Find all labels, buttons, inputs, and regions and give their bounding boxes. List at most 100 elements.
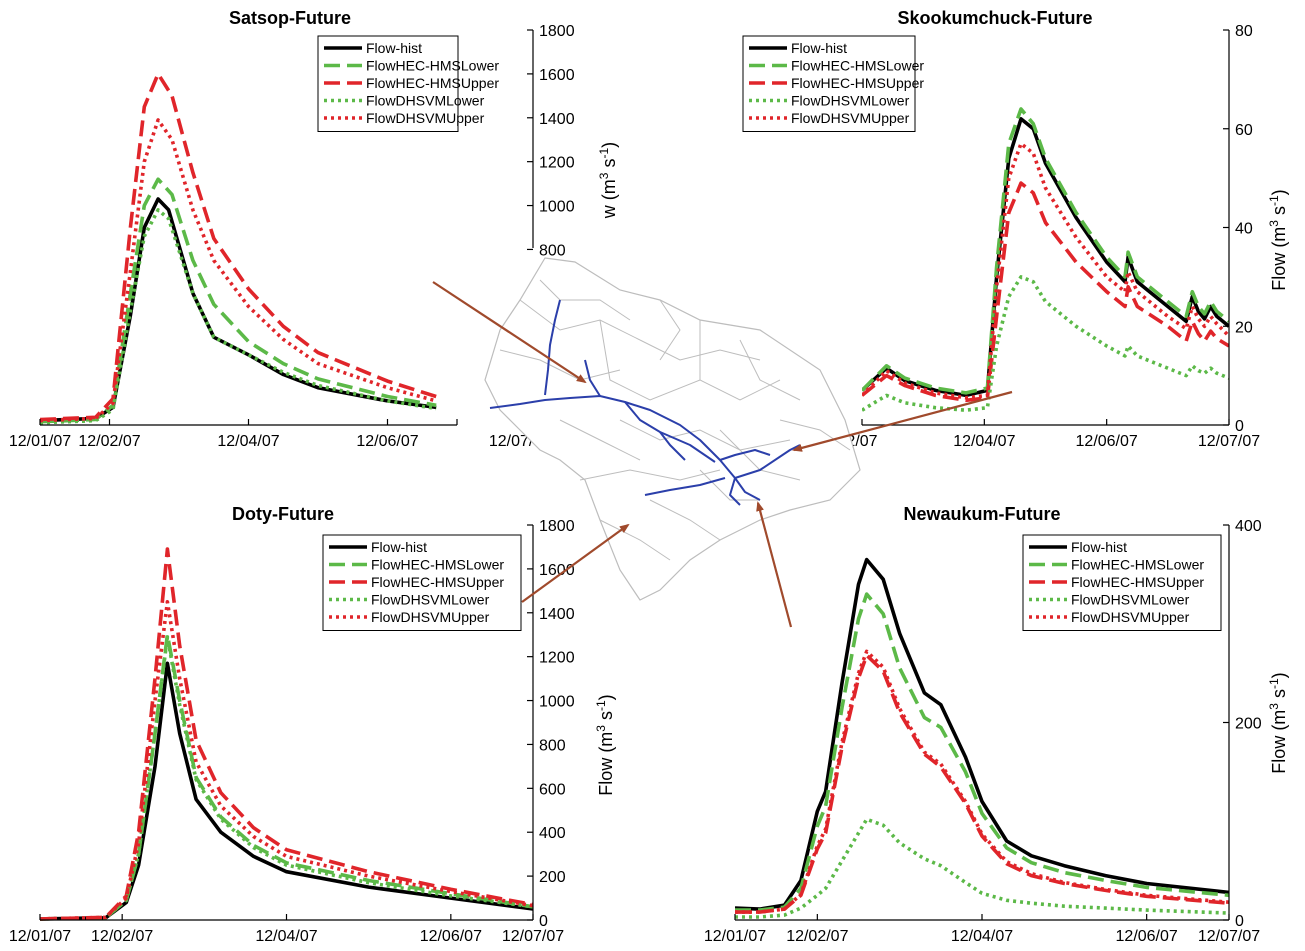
- sub-basin-line: [599, 519, 671, 561]
- sub-basin-line: [699, 320, 781, 401]
- chart-satsop: 12/01/07 12/02/07 12/04/07 12/06/07 12/07/07…: [9, 8, 619, 450]
- arrows-layer: [432, 281, 1013, 628]
- series-line-hec_upper: [735, 653, 1229, 914]
- sub-basin-line: [599, 319, 701, 401]
- x-tick-label: 12/04/07: [217, 433, 279, 450]
- legend-label: Flow-hist: [1071, 539, 1127, 555]
- x-tick-label: 12/02/07: [786, 928, 848, 945]
- legend-label: FlowHEC-HMSUpper: [1071, 574, 1204, 590]
- y-tick-label: 200: [1235, 716, 1262, 733]
- y-tick-label: 0: [1235, 418, 1244, 435]
- legend-label: FlowDHSVMLower: [1071, 592, 1190, 608]
- sub-basin-line: [639, 339, 761, 361]
- series-line-dhsvm_upper: [40, 600, 533, 921]
- sub-basin-line: [519, 299, 641, 341]
- x-tick-label: 12/02/07: [78, 433, 140, 450]
- legend-label: FlowDHSVMUpper: [371, 609, 490, 625]
- series-group: [40, 72, 437, 425]
- chart-title: Newaukum-Future: [903, 504, 1060, 524]
- y-tick-label: 1600: [539, 67, 575, 84]
- sub-basin-line: [499, 349, 621, 381]
- y-axis-label-part: ): [1269, 189, 1289, 195]
- chart-title: Doty-Future: [232, 504, 334, 524]
- series-line-hec_lower: [40, 632, 533, 921]
- x-tick-label: 12/07/07: [1198, 433, 1260, 450]
- y-tick-label: 400: [539, 825, 566, 842]
- y-axis-label-part: s: [596, 711, 616, 725]
- x-tick-label: 12/07/07: [502, 928, 564, 945]
- series-line-hec_upper: [862, 181, 1229, 403]
- legend-label: FlowHEC-HMSUpper: [791, 75, 924, 91]
- y-axis-label: Flow (m3 s-1): [594, 694, 616, 795]
- series-line-dhsvm_upper: [862, 141, 1229, 400]
- pointer-arrow: [792, 390, 1013, 452]
- legend: Flow-hist FlowHEC-HMSLowerFlowHEC-HMSUppe…: [317, 35, 499, 132]
- basin-outline: [484, 257, 861, 601]
- legend-label: FlowHEC-HMSLower: [791, 58, 924, 74]
- y-tick-label: 0: [1235, 913, 1244, 930]
- x-tick-label: 12/06/07: [1076, 433, 1138, 450]
- series-line-dhsvm_upper: [735, 649, 1229, 914]
- chart-newaukum: 12/01/07 12/02/07 12/04/07 12/06/07 12/07/07…: [704, 504, 1289, 945]
- y-axis-label-part: w (m: [599, 179, 619, 219]
- river-line: [719, 449, 771, 461]
- y-axis-label-part: s: [599, 158, 619, 172]
- legend: Flow-hist FlowHEC-HMSLowerFlowHEC-HMSUppe…: [742, 35, 924, 132]
- y-tick-label: 1200: [539, 650, 575, 667]
- sub-basin-line: [619, 419, 791, 451]
- legend-label: FlowDHSVMUpper: [366, 110, 485, 126]
- x-tick-label: 12/07/07: [1198, 928, 1260, 945]
- sub-basin-line: [699, 469, 760, 501]
- y-axis-label-part: -1: [597, 147, 611, 158]
- y-tick-label: 1000: [539, 199, 575, 216]
- x-tick-label: 12/04/07: [951, 928, 1013, 945]
- y-axis-label-part: Flow (m: [1269, 227, 1289, 291]
- y-tick-label: 1000: [539, 694, 575, 711]
- x-tick-label: 12/02/07: [91, 928, 153, 945]
- charts-layer: 12/01/07 12/02/07 12/04/07 12/06/07 12/07/07…: [9, 8, 1289, 945]
- x-tick-label: 12/01/07: [704, 928, 766, 945]
- pointer-arrow: [521, 523, 630, 603]
- y-tick-label: 800: [539, 737, 566, 754]
- legend-box: [742, 35, 916, 132]
- y-tick-label: 40: [1235, 221, 1253, 238]
- y-tick-label: 1800: [539, 23, 575, 40]
- series-line-hec_lower: [735, 592, 1229, 912]
- x-tick-label: 12/06/07: [420, 928, 482, 945]
- y-tick-label: 1800: [539, 518, 575, 535]
- series-line-hist: [40, 197, 437, 423]
- legend-label: FlowHEC-HMSLower: [371, 557, 504, 573]
- series-line-dhsvm_lower: [40, 208, 437, 425]
- y-axis-label-part: 3: [1267, 220, 1281, 227]
- y-tick-label: 1400: [539, 606, 575, 623]
- chart-title: Satsop-Future: [229, 8, 351, 28]
- pointer-arrow: [756, 501, 793, 628]
- river-line: [659, 431, 686, 461]
- series-line-hist: [862, 117, 1229, 398]
- sub-basin-line: [739, 339, 801, 401]
- y-tick-label: 20: [1235, 319, 1253, 336]
- legend-label: FlowHEC-HMSLower: [1071, 557, 1204, 573]
- y-tick-label: 80: [1235, 23, 1253, 40]
- y-axis-label-part: ): [596, 694, 616, 700]
- sub-basin-line: [659, 299, 681, 361]
- pointer-arrow: [432, 281, 587, 384]
- y-axis-label-part: s: [1269, 689, 1289, 703]
- chart-skookumchuck: 2/07 12/04/07 12/06/07 12/07/070 20 40 60 80 Flo…: [742, 8, 1289, 450]
- river-line: [584, 359, 601, 397]
- y-tick-label: 1400: [539, 111, 575, 128]
- legend-label: FlowHEC-HMSUpper: [366, 75, 499, 91]
- legend-label: Flow-hist: [371, 539, 427, 555]
- legend: Flow-hist FlowHEC-HMSLowerFlowHEC-HMSUppe…: [322, 534, 522, 631]
- series-line-dhsvm_upper: [40, 118, 437, 423]
- chart-title: Skookumchuck-Future: [897, 8, 1092, 28]
- river-line: [644, 477, 726, 496]
- legend-box: [317, 35, 459, 132]
- x-tick-label: 12/01/07: [9, 928, 71, 945]
- legend-label: FlowDHSVMLower: [371, 592, 490, 608]
- series-line-hist: [40, 661, 533, 921]
- y-axis-label-part: -1: [1267, 195, 1281, 206]
- y-axis-label-part: ): [1269, 672, 1289, 678]
- y-axis-label-part: -1: [594, 700, 608, 711]
